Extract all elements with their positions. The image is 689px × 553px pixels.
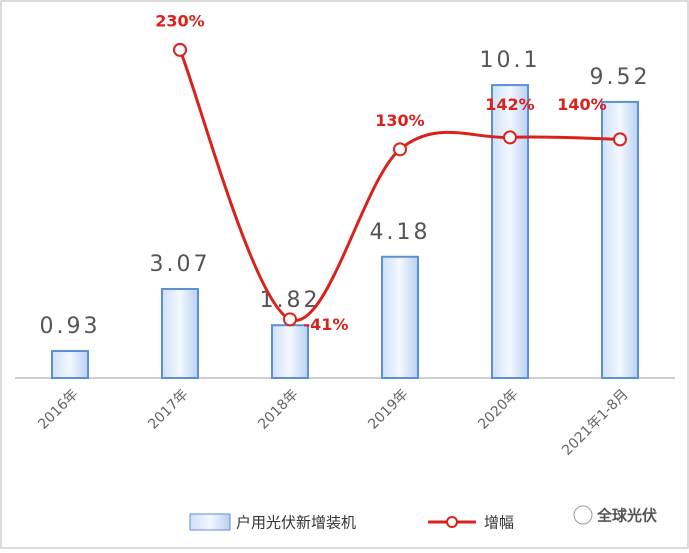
bar (601, 100, 639, 379)
legend-label: 增幅 (484, 514, 514, 532)
line-marker (283, 312, 297, 327)
line-marker (393, 142, 407, 157)
data-label: 0.93 (40, 314, 101, 339)
watermark: 全球光伏 (596, 507, 657, 525)
legend-swatch (189, 513, 231, 531)
data-label: 130% (375, 111, 424, 130)
data-label: 4.18 (370, 220, 431, 245)
data-label: -41% (304, 315, 349, 334)
legend: 户用光伏新增装机 增幅 (189, 513, 514, 532)
data-label: 9.52 (590, 65, 651, 90)
legend-marker (446, 516, 458, 528)
line (178, 49, 621, 322)
data-label: 3.07 (150, 252, 211, 277)
bar (381, 255, 419, 379)
data-label: 140% (557, 95, 606, 114)
legend-label: 户用光伏新增装机 (236, 514, 356, 532)
watermark-icon (573, 505, 593, 525)
data-label: 230% (155, 11, 204, 30)
data-label: 10.1 (480, 48, 541, 73)
data-label: 142% (485, 95, 534, 114)
line-marker (503, 130, 517, 145)
line-marker (613, 132, 627, 147)
bar (491, 84, 529, 379)
bar (161, 287, 199, 379)
bar (51, 350, 89, 379)
line-marker (173, 42, 187, 57)
